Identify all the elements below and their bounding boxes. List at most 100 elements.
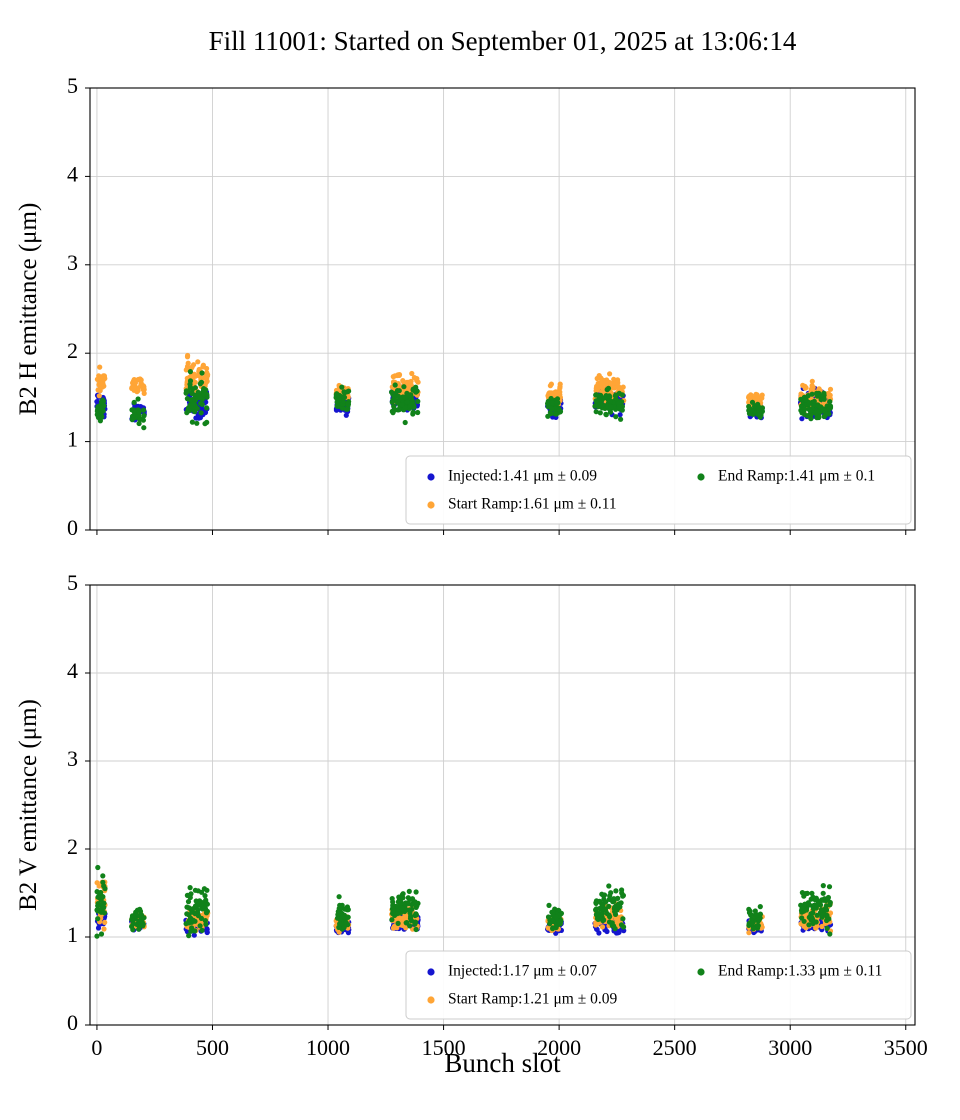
scatter-point: [339, 384, 345, 390]
scatter-point: [548, 395, 554, 402]
scatter-point: [195, 900, 201, 906]
scatter-point: [400, 895, 406, 901]
scatter-point: [183, 921, 189, 927]
scatter-point: [594, 915, 601, 922]
scatter-point: [621, 924, 627, 930]
scatter-point: [99, 902, 105, 908]
x-tick-label: 500: [196, 1035, 229, 1060]
scatter-point: [807, 408, 813, 414]
y-tick-label: 5: [67, 570, 78, 595]
scatter-point: [199, 370, 205, 376]
x-tick-label: 2500: [653, 1035, 697, 1060]
scatter-point: [97, 364, 103, 370]
scatter-point: [101, 926, 107, 932]
scatter-point: [95, 916, 101, 922]
x-tick-label: 0: [91, 1035, 102, 1060]
scatter-point: [391, 393, 397, 399]
scatter-point: [604, 928, 610, 935]
scatter-point: [756, 917, 762, 923]
scatter-point: [200, 362, 206, 368]
scatter-point: [593, 392, 600, 398]
scatter-point: [750, 926, 757, 932]
scatter-point: [399, 402, 405, 408]
scatter-point: [141, 386, 147, 393]
scatter-point: [550, 918, 556, 925]
scatter-point: [341, 394, 348, 400]
scatter-point: [811, 398, 817, 404]
scatter-point: [141, 413, 147, 419]
scatter-point: [756, 405, 762, 411]
scatter-point: [129, 417, 135, 423]
y-tick-label: 4: [67, 161, 78, 186]
scatter-point: [415, 409, 421, 416]
scatter-point: [808, 896, 814, 902]
scatter-point: [401, 384, 407, 390]
scatter-point: [799, 909, 805, 915]
scatter-point: [137, 906, 143, 913]
scatter-point: [98, 889, 104, 896]
scatter-point: [600, 917, 606, 924]
legend-marker: [697, 968, 705, 976]
scatter-point: [95, 864, 101, 871]
scatter-point: [600, 402, 606, 408]
scatter-point: [612, 393, 619, 399]
legend-box: [405, 455, 912, 525]
scatter-point: [199, 927, 205, 934]
scatter-point: [337, 905, 343, 912]
y-tick-label: 1: [67, 922, 78, 947]
legend-label: Injected:1.41 μm ± 0.09: [448, 468, 597, 485]
scatter-point: [609, 920, 615, 926]
scatter-point: [816, 414, 822, 421]
scatter-point: [827, 931, 833, 937]
scatter-point: [747, 393, 753, 399]
legend-entry: Start Ramp:1.21 μm ± 0.09: [427, 991, 617, 1008]
scatter-point: [189, 419, 195, 425]
scatter-point: [398, 916, 404, 922]
scatter-point: [806, 401, 812, 407]
scatter-point: [755, 394, 761, 400]
x-tick-label: 1500: [422, 1035, 466, 1060]
scatter-point: [599, 924, 606, 930]
scatter-point: [204, 405, 210, 411]
scatter-point: [598, 384, 604, 390]
scatter-point: [820, 392, 826, 398]
scatter-point: [199, 401, 205, 407]
scatter-point: [390, 909, 396, 915]
scatter-point: [192, 409, 198, 415]
y-tick-label: 5: [67, 73, 78, 98]
scatter-point: [594, 375, 600, 382]
scatter-point: [594, 926, 600, 932]
scatter-point: [187, 894, 193, 901]
scatter-point: [131, 377, 138, 383]
scatter-point: [404, 399, 410, 405]
scatter-point: [824, 912, 830, 918]
scatter-point: [759, 392, 765, 398]
scatter-point: [193, 415, 199, 421]
axes-border: [89, 87, 916, 531]
scatter-point: [336, 924, 342, 931]
scatter-point: [409, 370, 415, 377]
scatter-point: [606, 883, 612, 889]
scatter-point: [138, 416, 144, 422]
scatter-point: [403, 925, 409, 931]
scatter-point: [810, 910, 816, 916]
scatter-point: [394, 911, 400, 917]
scatter-point: [547, 383, 554, 389]
y-tick-label: 3: [67, 250, 78, 275]
scatter-point: [415, 398, 421, 404]
scatter-point: [809, 914, 815, 920]
scatter-point: [826, 884, 833, 890]
scatter-point: [185, 360, 191, 366]
scatter-point: [545, 914, 552, 920]
scatter-point: [554, 400, 560, 406]
scatter-point: [606, 903, 612, 910]
scatter-point: [342, 390, 348, 396]
scatter-point: [204, 887, 210, 893]
scatter-point: [345, 401, 351, 407]
x-tick-label: 3500: [884, 1035, 928, 1060]
legend-marker: [427, 968, 435, 976]
scatter-point: [343, 412, 349, 418]
scatter-point: [809, 378, 815, 384]
y-tick-label: 1: [67, 427, 78, 452]
